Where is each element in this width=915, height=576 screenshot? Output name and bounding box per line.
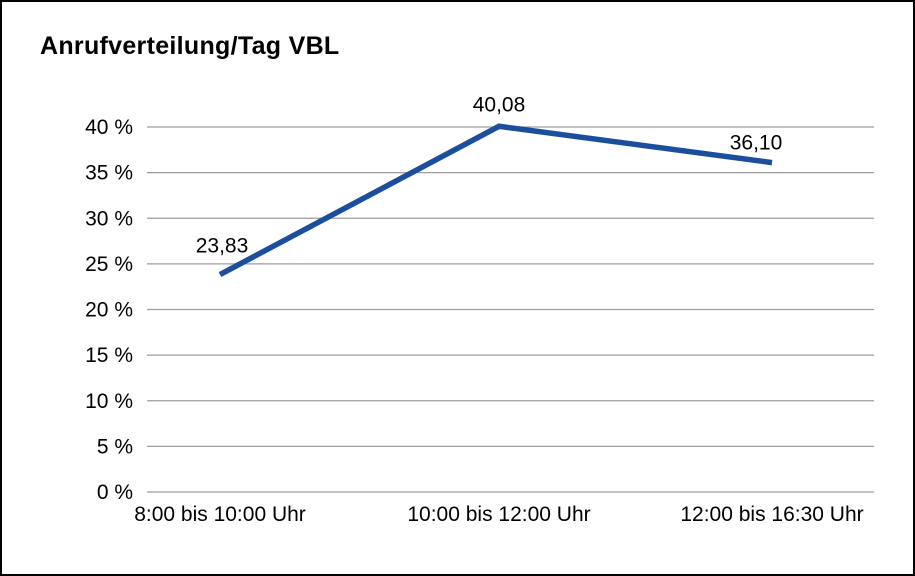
y-tick-label: 20 % <box>85 299 133 322</box>
data-label: 40,08 <box>473 93 526 116</box>
x-tick-label: 8:00 bis 10:00 Uhr <box>134 503 306 526</box>
y-tick-label: 0 % <box>97 481 133 504</box>
y-tick-label: 10 % <box>85 390 133 413</box>
x-tick-label: 12:00 bis 16:30 Uhr <box>680 503 863 526</box>
y-tick-label: 5 % <box>97 435 133 458</box>
data-label: 23,83 <box>196 235 249 258</box>
data-label: 36,10 <box>730 132 783 155</box>
y-tick-label: 35 % <box>85 162 133 185</box>
y-tick-label: 25 % <box>85 253 133 276</box>
chart-title: Anrufverteilung/Tag VBL <box>40 32 340 60</box>
y-tick-label: 15 % <box>85 344 133 367</box>
y-tick-label: 30 % <box>85 207 133 230</box>
series-line <box>218 123 773 277</box>
y-tick-label: 40 % <box>85 116 133 139</box>
x-tick-label: 10:00 bis 12:00 Uhr <box>407 503 590 526</box>
